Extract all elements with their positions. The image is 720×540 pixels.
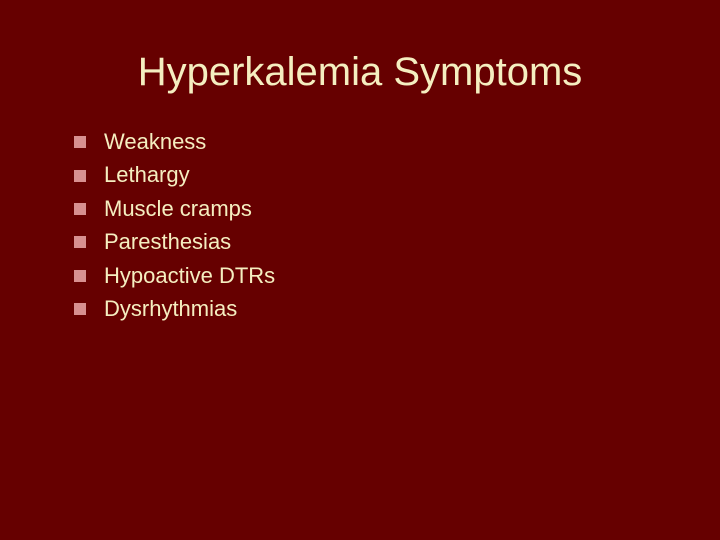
list-item: Hypoactive DTRs — [74, 263, 720, 289]
item-text: Hypoactive DTRs — [104, 263, 275, 289]
list-item: Dysrhythmias — [74, 296, 720, 322]
square-bullet-icon — [74, 303, 86, 315]
item-text: Dysrhythmias — [104, 296, 237, 322]
item-text: Weakness — [104, 129, 206, 155]
square-bullet-icon — [74, 170, 86, 182]
list-item: Lethargy — [74, 162, 720, 188]
slide: Hyperkalemia Symptoms Weakness Lethargy … — [0, 0, 720, 540]
square-bullet-icon — [74, 203, 86, 215]
square-bullet-icon — [74, 236, 86, 248]
square-bullet-icon — [74, 136, 86, 148]
item-text: Paresthesias — [104, 229, 231, 255]
list-item: Paresthesias — [74, 229, 720, 255]
square-bullet-icon — [74, 270, 86, 282]
slide-content: Weakness Lethargy Muscle cramps Paresthe… — [0, 129, 720, 322]
item-text: Lethargy — [104, 162, 190, 188]
slide-title: Hyperkalemia Symptoms — [0, 50, 720, 95]
list-item: Muscle cramps — [74, 196, 720, 222]
list-item: Weakness — [74, 129, 720, 155]
item-text: Muscle cramps — [104, 196, 252, 222]
